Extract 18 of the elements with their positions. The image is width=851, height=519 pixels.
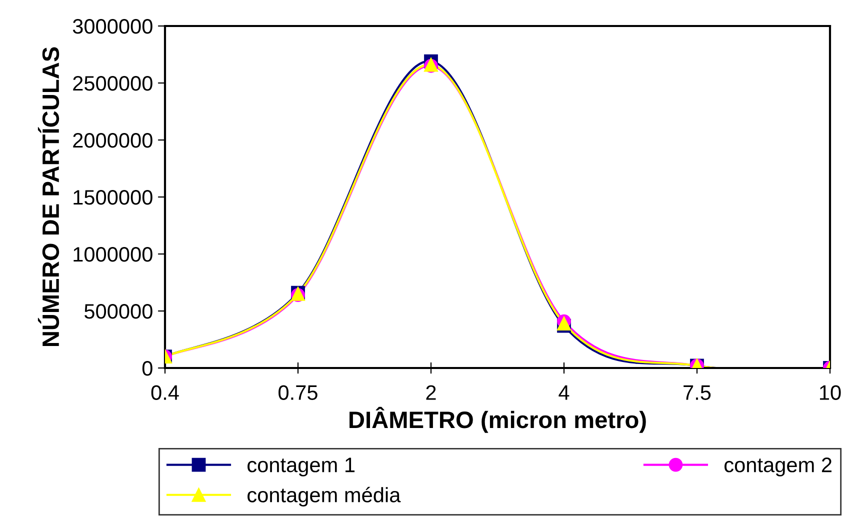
y-tick-label: 500000: [84, 304, 152, 319]
y-tick-label: 1000000: [74, 247, 152, 262]
legend-label: contagem 1: [248, 458, 355, 476]
x-tick-label: 4: [558, 385, 570, 400]
y-axis-title: NÚMERO DE PARTÍCULAS: [38, 47, 60, 346]
x-tick-label: 10: [820, 385, 841, 400]
y-tick-label: 3000000: [72, 19, 152, 34]
x-tick-label: 2: [426, 385, 436, 400]
y-tick-label: 2000000: [73, 133, 152, 148]
legend-label: contagem 2: [724, 458, 832, 476]
y-tick-label: 0: [142, 361, 152, 376]
x-tick-label: 0.4: [151, 385, 179, 400]
legend-label: contagem média: [248, 486, 401, 506]
x-axis-title: DIÂMETRO (micron metro): [350, 406, 646, 433]
y-tick-label: 1500000: [74, 190, 152, 205]
x-tick-label: 0.75: [278, 385, 318, 400]
x-tick-label: 7.5: [684, 385, 711, 400]
y-tick-label: 2500000: [73, 76, 152, 91]
